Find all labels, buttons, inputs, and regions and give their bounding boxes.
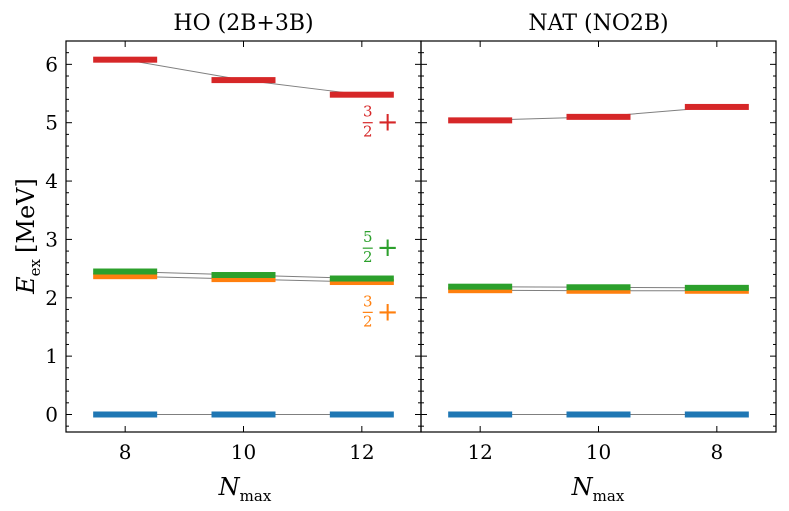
x-axis-label-left-main: N [218,473,241,501]
y-tick-label: 0 [45,402,58,426]
y-tick-label: 5 [45,111,58,135]
level-bar [684,103,749,110]
level-bar [448,287,513,294]
y-tick-label: 6 [45,52,58,76]
y-tick-label: 2 [45,286,58,310]
level-bar [566,287,631,294]
level-bar [684,411,749,418]
level-bar [211,411,276,418]
panel-2: NAT (NO2B) 12 10 8 [420,11,777,464]
y-tick-label: 3 [45,227,58,251]
x-axis-label-right: Nmax [571,473,625,505]
fraction-denominator: 2 [363,312,373,330]
fraction-denominator: 2 [363,248,373,266]
parity-sign: + [377,233,399,263]
x-axis-label-right-sub: max [593,487,625,505]
svg-text:Eex[MeV]: Eex [MeV] [12,178,44,295]
level-bar [329,279,394,286]
fraction-numerator: 5 [363,228,373,246]
level-bar [566,113,631,120]
level-bar [329,411,394,418]
level-bar [93,268,158,275]
y-tick-label: 1 [45,344,58,368]
x-tick-label: 10 [586,440,611,464]
level-bar [93,273,158,280]
level-bar [93,411,158,418]
x-tick-label: 8 [710,440,723,464]
x-tick-label: 10 [231,440,256,464]
spin-parity-label: 3 2 + [362,292,399,330]
axes-frame [420,40,777,433]
x-axis-label-left-sub: max [240,487,272,505]
panel-title: NAT (NO2B) [528,11,668,36]
parity-sign: + [377,297,399,327]
spin-parity-label: 5 2 + [362,228,399,266]
level-bar [93,56,158,63]
spin-parity-label: 3 2 + [362,103,399,141]
x-tick-label: 12 [467,440,492,464]
fraction-numerator: 3 [363,292,373,310]
x-tick-label: 8 [119,440,132,464]
parity-sign: + [377,108,399,138]
level-bar [329,91,394,98]
level-bar [329,275,394,282]
level-bar [566,284,631,291]
fraction-denominator: 2 [363,123,373,141]
level-bar [211,276,276,283]
x-axis-label-left: Nmax [218,473,272,505]
y-axis-label: Eex [MeV] [12,178,44,295]
level-bar [448,411,513,418]
level-bar [448,117,513,124]
y-axis-label-unit: [MeV] [12,178,40,253]
level-bar [684,284,749,291]
x-tick-label: 12 [349,440,374,464]
panel-title: HO (2B+3B) [173,11,313,36]
y-axis-label-sub: ex [26,258,44,276]
level-bar [448,283,513,290]
level-bar [211,272,276,279]
level-bar [211,77,276,84]
level-bar [566,411,631,418]
fraction-numerator: 3 [363,103,373,121]
y-axis-label-main: E [12,276,40,295]
x-axis-label-right-main: N [571,473,594,501]
y-tick-label: 4 [45,169,58,193]
